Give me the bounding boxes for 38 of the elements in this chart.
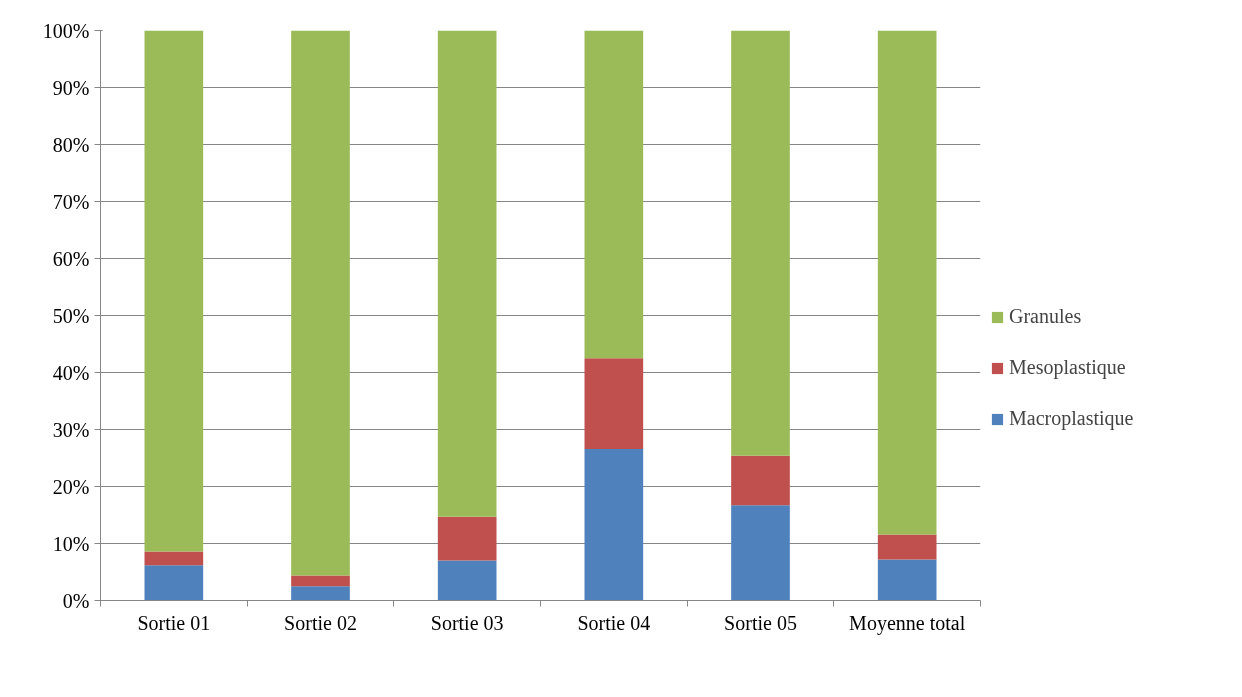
bar xyxy=(291,575,350,587)
bar xyxy=(437,516,497,561)
y-tick-label: 30% xyxy=(52,418,90,441)
legend-label: Granules xyxy=(1009,305,1082,328)
legend-label: Mesoplastique xyxy=(1009,356,1126,379)
bar xyxy=(877,559,937,601)
bar xyxy=(584,30,644,359)
bar xyxy=(144,30,204,552)
y-tick-label: 60% xyxy=(52,247,90,270)
legend-label: Macroplastique xyxy=(1009,407,1134,430)
x-tick-label: Sortie 01 xyxy=(137,611,211,634)
y-tick-label: 100% xyxy=(42,19,90,42)
bar xyxy=(731,455,790,506)
bar xyxy=(584,448,644,601)
bar xyxy=(877,534,937,560)
x-tick-label: Moyenne total xyxy=(849,611,966,635)
y-tick-label: 10% xyxy=(52,532,90,555)
x-tick-label: Sortie 03 xyxy=(430,611,504,634)
bar xyxy=(291,586,350,601)
y-tick-label: 80% xyxy=(52,133,90,156)
y-tick-label: 50% xyxy=(52,304,90,327)
y-tick-label: 0% xyxy=(62,589,90,612)
bar xyxy=(731,505,790,601)
y-tick-label: 40% xyxy=(52,361,90,384)
bar xyxy=(584,358,644,449)
bar xyxy=(877,30,937,535)
y-tick-label: 90% xyxy=(52,76,90,99)
x-tick-label: Sortie 04 xyxy=(577,611,651,634)
y-tick-label: 20% xyxy=(52,475,90,498)
bar xyxy=(144,565,204,601)
y-tick-label: 70% xyxy=(52,190,90,213)
bar xyxy=(437,560,497,601)
x-tick-label: Sortie 02 xyxy=(284,611,357,634)
bar xyxy=(731,30,790,456)
bar xyxy=(291,30,350,576)
bar xyxy=(144,551,204,566)
x-tick-label: Sortie 05 xyxy=(724,611,797,634)
bar xyxy=(437,30,497,517)
